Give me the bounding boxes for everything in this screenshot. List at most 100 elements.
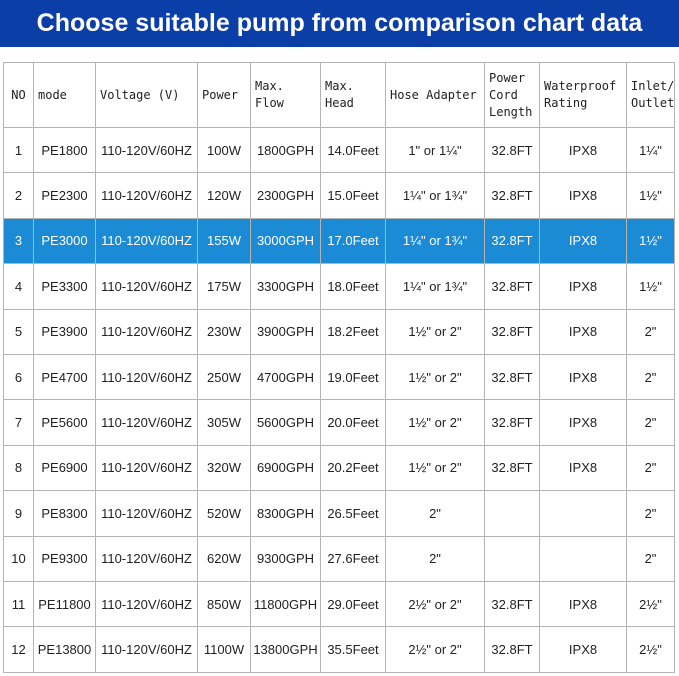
table-cell: 32.8FT <box>484 308 540 355</box>
cell-text: 100W <box>207 142 241 158</box>
column-header: Inlet/Outlet <box>626 62 675 128</box>
table-row: 9 PE8300 110-120V/60HZ 520W 8300GPH 26.5Feet 2… <box>3 490 675 537</box>
table-cell: 175W <box>197 263 251 310</box>
table-cell: PE9300 <box>33 535 96 582</box>
cell-text: 10 <box>11 551 26 567</box>
column-header: Max. Head <box>320 62 386 128</box>
cell-text: PE4700 <box>41 369 88 385</box>
cell-text: 5 <box>14 324 23 340</box>
title-bar: Choose suitable pump from comparison cha… <box>0 0 679 47</box>
table-cell: 32.8FT <box>484 126 540 174</box>
table-cell: 1100W <box>197 626 251 673</box>
cell-text: 8300GPH <box>256 505 315 521</box>
cell-text: PE9300 <box>41 551 88 567</box>
cell-text: 1¼" or 1¾" <box>402 188 468 204</box>
table-cell: IPX8 <box>539 172 627 219</box>
cell-text: IPX8 <box>568 369 598 385</box>
cell-text: 110-120V/60HZ <box>101 551 192 567</box>
cell-text: 2" <box>644 324 657 340</box>
cell-text: 20.0Feet <box>327 415 379 431</box>
table-cell: 4 <box>3 263 34 310</box>
cell-text: 120W <box>207 188 241 204</box>
header-text: Voltage (V) <box>100 87 180 102</box>
table-cell: 1¼" or 1¾" <box>385 217 485 265</box>
cell-text: 6 <box>14 369 23 385</box>
cell-text: 8 <box>14 460 23 476</box>
table-cell: 11 <box>3 580 34 628</box>
table-cell: 2" <box>626 490 675 537</box>
cell-text: IPX8 <box>568 460 598 476</box>
cell-text: 18.2Feet <box>327 324 379 340</box>
header-text: mode <box>38 87 67 102</box>
table-cell: PE3300 <box>33 263 96 310</box>
cell-text: 2300GPH <box>256 188 315 204</box>
table-cell: 32.8FT <box>484 263 540 310</box>
table-row: 3 PE3000 110-120V/60HZ 155W 3000GPH 17.0Feet 1… <box>3 217 675 265</box>
cell-text: 32.8FT <box>491 188 533 204</box>
cell-text: 20.2Feet <box>327 460 379 476</box>
table-cell: 13800GPH <box>250 626 321 673</box>
table-cell: PE5600 <box>33 399 96 446</box>
cell-text: 2½" or 2" <box>408 641 462 657</box>
table-cell: 8 <box>3 444 34 492</box>
cell-text: 1 <box>14 142 23 158</box>
cell-text: 2" <box>429 505 441 521</box>
header-text: Inlet/ <box>631 79 675 93</box>
cell-text: 110-120V/60HZ <box>101 369 192 385</box>
table-cell: PE2300 <box>33 172 96 219</box>
cell-text: IPX8 <box>568 188 598 204</box>
table-cell: 110-120V/60HZ <box>95 263 198 310</box>
table-cell: 29.0Feet <box>320 580 386 628</box>
title: Choose suitable pump from comparison cha… <box>36 9 643 37</box>
cell-text: PE6900 <box>41 460 88 476</box>
cell-text: IPX8 <box>568 641 598 657</box>
table-row: 10 PE9300 110-120V/60HZ 620W 9300GPH 27.6Feet… <box>3 535 675 582</box>
cell-text: 2" <box>644 551 657 567</box>
table-cell: 1½" or 2" <box>385 444 485 492</box>
cell-text: PE5600 <box>41 415 88 431</box>
table-cell: IPX8 <box>539 263 627 310</box>
cell-text: 620W <box>207 551 241 567</box>
cell-text: 2½" or 2" <box>408 596 462 612</box>
cell-text: 110-120V/60HZ <box>101 415 192 431</box>
table-cell: 6900GPH <box>250 444 321 492</box>
cell-text: 32.8FT <box>491 596 533 612</box>
table-cell: PE8300 <box>33 490 96 537</box>
cell-text: 32.8FT <box>491 641 533 657</box>
cell-text: 155W <box>207 233 241 249</box>
cell-text: 3000GPH <box>256 233 315 249</box>
table-cell: 110-120V/60HZ <box>95 399 198 446</box>
cell-text: 3300GPH <box>256 278 315 294</box>
table-cell: 110-120V/60HZ <box>95 172 198 219</box>
table-cell: 320W <box>197 444 251 492</box>
table-cell: 120W <box>197 172 251 219</box>
cell-text: 110-120V/60HZ <box>101 142 192 158</box>
cell-text: 11 <box>11 596 26 612</box>
cell-text: 1½" <box>639 233 662 249</box>
table-cell: 1800GPH <box>250 126 321 174</box>
cell-text: 2½" <box>639 641 662 657</box>
cell-text: 32.8FT <box>491 233 533 249</box>
cell-text: 2½" <box>639 596 662 612</box>
cell-text: 18.0Feet <box>327 278 379 294</box>
cell-text: 32.8FT <box>491 324 533 340</box>
table-cell: PE4700 <box>33 353 96 401</box>
table-cell: 18.0Feet <box>320 263 386 310</box>
table-cell: 17.0Feet <box>320 217 386 265</box>
table-cell: 2" <box>385 490 485 537</box>
table-cell: 110-120V/60HZ <box>95 580 198 628</box>
table-cell: 11800GPH <box>250 580 321 628</box>
column-header: Waterproof Rating <box>539 62 627 128</box>
table-cell: 14.0Feet <box>320 126 386 174</box>
table-cell: 1½" <box>626 172 675 219</box>
table-cell: 1¼" <box>626 126 675 174</box>
table-body: 1 PE1800 110-120V/60HZ 100W 1800GPH 14.0Feet 1… <box>3 126 675 673</box>
table-cell: 9 <box>3 490 34 537</box>
cell-text: 110-120V/60HZ <box>101 278 192 294</box>
table-cell: 2" <box>626 353 675 401</box>
table-cell: 3 <box>3 217 34 265</box>
table-cell: 250W <box>197 353 251 401</box>
cell-text: 1100W <box>203 641 245 657</box>
table-cell: 1½" <box>626 217 675 265</box>
table-row: 1 PE1800 110-120V/60HZ 100W 1800GPH 14.0Feet 1… <box>3 126 675 174</box>
